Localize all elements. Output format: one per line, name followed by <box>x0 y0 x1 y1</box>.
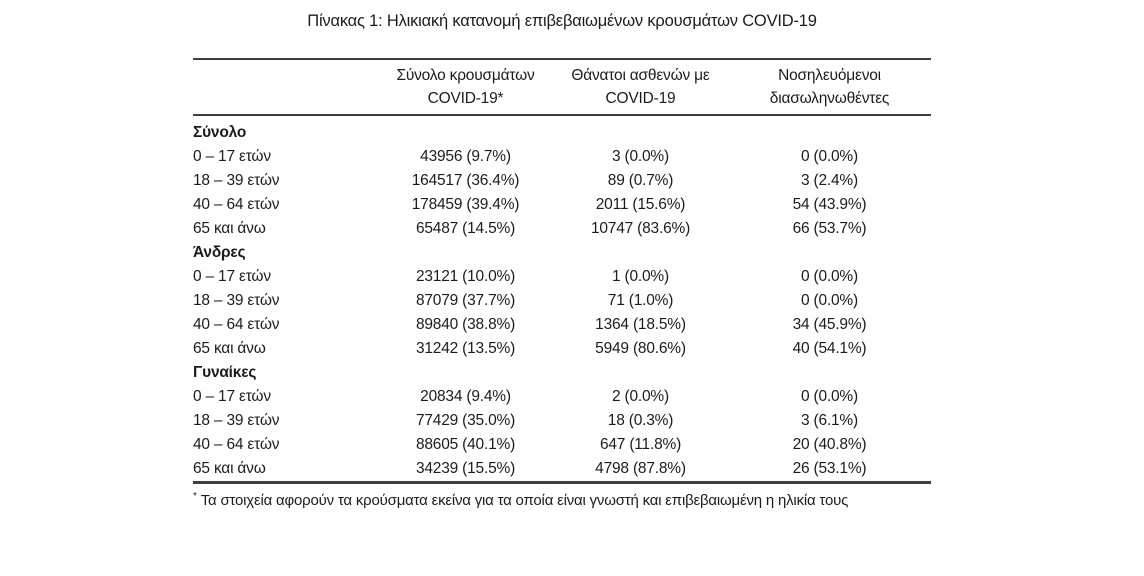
cases-cell: 31242 (13.5%) <box>415 340 516 357</box>
footnote-text: Τα στοιχεία αφορούν τα κρούσματα εκείνα … <box>200 492 849 509</box>
group-row-women: Γυναίκες <box>193 361 931 385</box>
group-label-women: Γυναίκες <box>193 364 257 381</box>
header-deaths-line2: COVID-19 <box>605 90 676 107</box>
table-row: 40 – 64 ετών 89840 (38.8%) 1364 (18.5%) … <box>193 313 931 337</box>
intubated-cell: 26 (53.1%) <box>792 460 867 477</box>
header-intubated-line2: διασωληνωθέντες <box>769 90 890 107</box>
cases-cell: 34239 (15.5%) <box>415 460 516 477</box>
deaths-cell: 71 (1.0%) <box>607 292 674 309</box>
intubated-cell: 40 (54.1%) <box>792 340 867 357</box>
age-group-label: 0 – 17 ετών <box>193 148 271 165</box>
table-row: 18 – 39 ετών 87079 (37.7%) 71 (1.0%) 0 (… <box>193 289 931 313</box>
cases-cell: 65487 (14.5%) <box>415 220 516 237</box>
age-group-label: 40 – 64 ετών <box>193 316 280 333</box>
header-intubated: Νοσηλευόμενοι διασωληνωθέντες <box>728 59 931 116</box>
intubated-cell: 20 (40.8%) <box>792 436 867 453</box>
deaths-cell: 2 (0.0%) <box>612 388 669 405</box>
table-row: 0 – 17 ετών 23121 (10.0%) 1 (0.0%) 0 (0.… <box>193 265 931 289</box>
cases-cell: 20834 (9.4%) <box>420 388 511 405</box>
table-row: 18 – 39 ετών 77429 (35.0%) 18 (0.3%) 3 (… <box>193 409 931 433</box>
age-group-label: 0 – 17 ετών <box>193 388 271 405</box>
deaths-cell: 1 (0.0%) <box>612 268 669 285</box>
header-deaths-line1: Θάνατοι ασθενών με <box>571 67 710 84</box>
group-label-men: Άνδρες <box>193 244 246 261</box>
table-row: 18 – 39 ετών 164517 (36.4%) 89 (0.7%) 3 … <box>193 169 931 193</box>
deaths-cell: 1364 (18.5%) <box>595 316 686 333</box>
group-row-men: Άνδρες <box>193 241 931 265</box>
footnote-marker: * <box>193 491 197 502</box>
age-group-label: 65 και άνω <box>193 460 266 477</box>
age-group-label: 18 – 39 ετών <box>193 172 280 189</box>
header-intubated-line1: Νοσηλευόμενοι <box>778 67 881 84</box>
cases-cell: 87079 (37.7%) <box>415 292 516 309</box>
intubated-cell: 0 (0.0%) <box>801 268 858 285</box>
cases-cell: 88605 (40.1%) <box>415 436 516 453</box>
group-row-total: Σύνολο <box>193 115 931 145</box>
intubated-cell: 3 (6.1%) <box>801 412 858 429</box>
table-title: Πίνακας 1: Ηλικιακή κατανομή επιβεβαιωμέ… <box>307 12 817 30</box>
table-row: 0 – 17 ετών 20834 (9.4%) 2 (0.0%) 0 (0.0… <box>193 385 931 409</box>
intubated-cell: 0 (0.0%) <box>801 148 858 165</box>
age-group-label: 65 και άνω <box>193 340 266 357</box>
header-deaths: Θάνατοι ασθενών με COVID-19 <box>553 59 728 116</box>
deaths-cell: 10747 (83.6%) <box>590 220 691 237</box>
intubated-cell: 0 (0.0%) <box>801 388 858 405</box>
cases-cell: 178459 (39.4%) <box>411 196 520 213</box>
deaths-cell: 89 (0.7%) <box>607 172 674 189</box>
cases-cell: 89840 (38.8%) <box>415 316 516 333</box>
age-group-label: 65 και άνω <box>193 220 266 237</box>
table-row: 65 και άνω 65487 (14.5%) 10747 (83.6%) 6… <box>193 217 931 241</box>
report-page: Πίνακας 1: Ηλικιακή κατανομή επιβεβαιωμέ… <box>193 0 931 509</box>
deaths-cell: 2011 (15.6%) <box>595 196 686 213</box>
intubated-cell: 34 (45.9%) <box>792 316 867 333</box>
deaths-cell: 3 (0.0%) <box>612 148 669 165</box>
cases-cell: 77429 (35.0%) <box>415 412 516 429</box>
deaths-cell: 4798 (87.8%) <box>595 460 686 477</box>
intubated-cell: 0 (0.0%) <box>801 292 858 309</box>
cases-cell: 164517 (36.4%) <box>411 172 520 189</box>
header-total-cases: Σύνολο κρουσμάτων COVID-19* <box>378 59 553 116</box>
footnote: * Τα στοιχεία αφορούν τα κρούσματα εκείνα… <box>193 491 931 509</box>
header-empty-cell <box>193 59 378 116</box>
intubated-cell: 54 (43.9%) <box>792 196 867 213</box>
header-row: Σύνολο κρουσμάτων COVID-19* Θάνατοι ασθε… <box>193 59 931 116</box>
age-group-label: 40 – 64 ετών <box>193 196 280 213</box>
group-label-total: Σύνολο <box>193 124 247 141</box>
age-group-label: 18 – 39 ετών <box>193 412 280 429</box>
table-body: Σύνολο 0 – 17 ετών 43956 (9.7%) 3 (0.0%)… <box>193 115 931 483</box>
intubated-cell: 3 (2.4%) <box>801 172 858 189</box>
age-group-label: 18 – 39 ετών <box>193 292 280 309</box>
table-row: 65 και άνω 31242 (13.5%) 5949 (80.6%) 40… <box>193 337 931 361</box>
table-row: 0 – 17 ετών 43956 (9.7%) 3 (0.0%) 0 (0.0… <box>193 145 931 169</box>
cases-cell: 43956 (9.7%) <box>420 148 511 165</box>
intubated-cell: 66 (53.7%) <box>792 220 867 237</box>
covid-age-distribution-table: Σύνολο κρουσμάτων COVID-19* Θάνατοι ασθε… <box>193 58 931 484</box>
deaths-cell: 18 (0.3%) <box>607 412 674 429</box>
table-row: 65 και άνω 34239 (15.5%) 4798 (87.8%) 26… <box>193 457 931 483</box>
table-row: 40 – 64 ετών 88605 (40.1%) 647 (11.8%) 2… <box>193 433 931 457</box>
deaths-cell: 647 (11.8%) <box>599 436 682 453</box>
table-row: 40 – 64 ετών 178459 (39.4%) 2011 (15.6%)… <box>193 193 931 217</box>
deaths-cell: 5949 (80.6%) <box>595 340 686 357</box>
age-group-label: 0 – 17 ετών <box>193 268 271 285</box>
age-group-label: 40 – 64 ετών <box>193 436 280 453</box>
header-total-cases-line2: COVID-19* <box>427 90 504 107</box>
table-header: Σύνολο κρουσμάτων COVID-19* Θάνατοι ασθε… <box>193 59 931 116</box>
header-total-cases-line1: Σύνολο κρουσμάτων <box>396 67 535 84</box>
cases-cell: 23121 (10.0%) <box>415 268 516 285</box>
